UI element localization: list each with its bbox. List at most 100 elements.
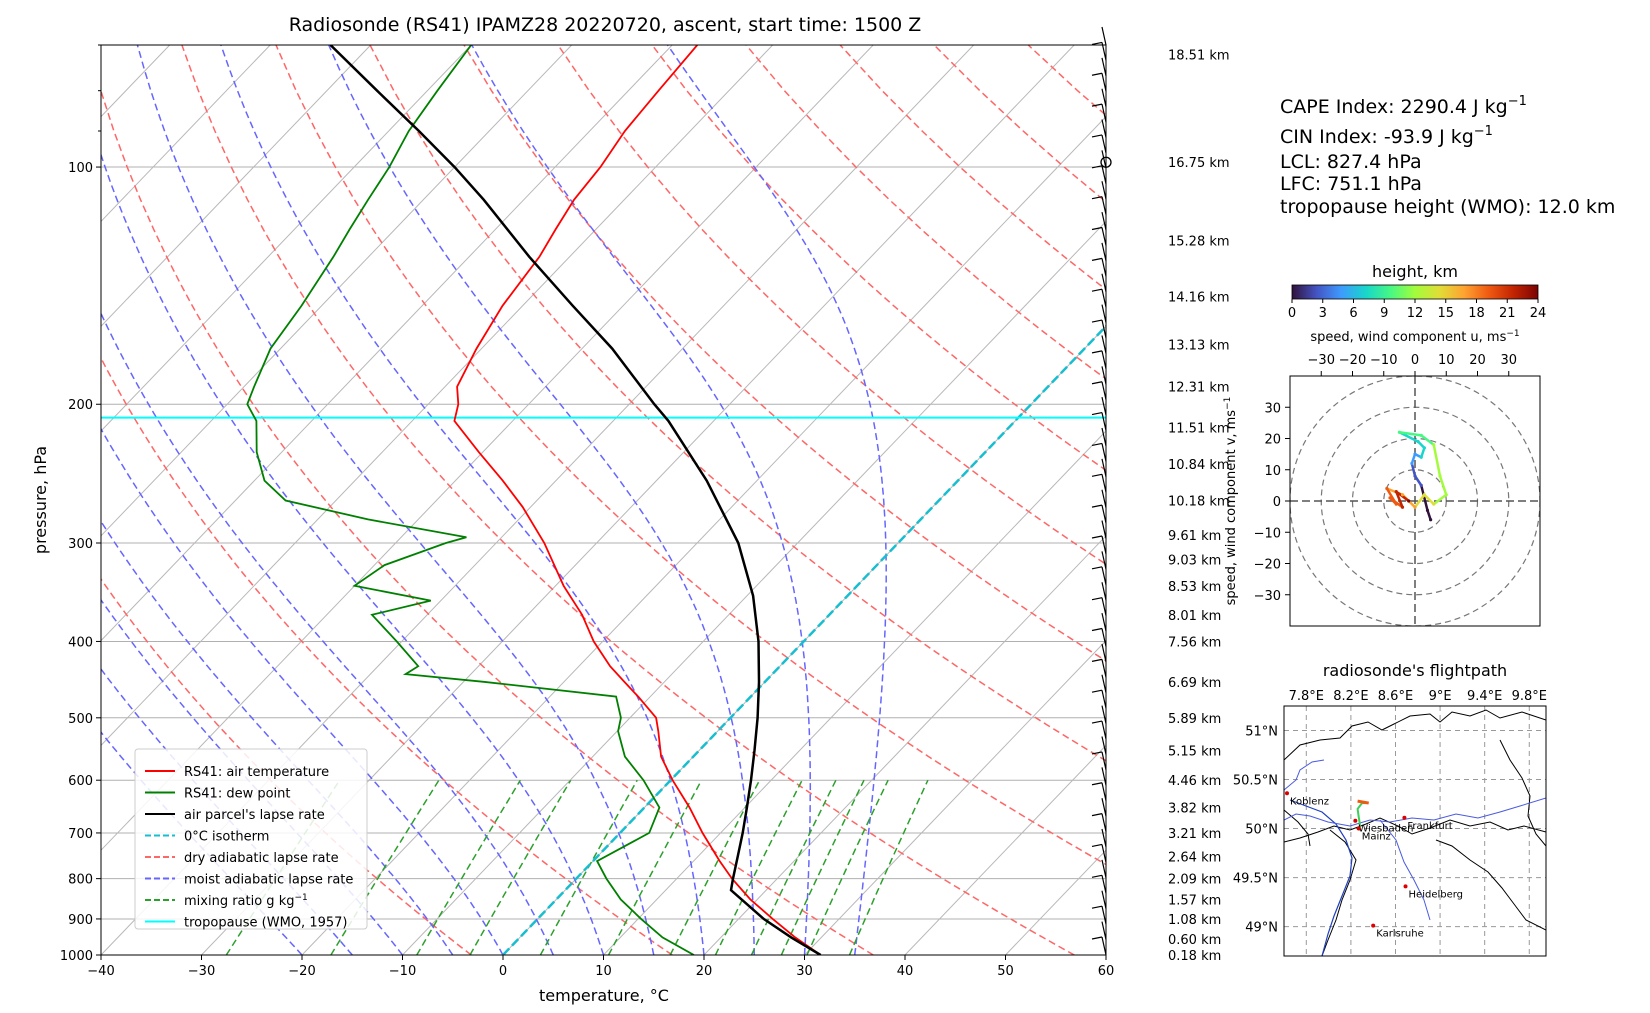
y-tick-label: 300 (68, 537, 93, 552)
hodograph-point (1426, 509, 1429, 512)
wind-barb (1102, 706, 1106, 724)
barb-flag (1092, 814, 1102, 816)
hodograph-y-tick-label: 10 (1264, 464, 1281, 479)
barb-staff (1102, 212, 1106, 230)
barb-staff (1102, 166, 1106, 184)
map-lon-label: 9.4°E (1467, 689, 1502, 704)
x-tick-label: −30 (188, 964, 215, 979)
wind-barb (1092, 413, 1106, 431)
y-tick-label: 800 (68, 873, 93, 888)
wind-barb (1102, 181, 1106, 199)
colorbar-gradient (1292, 285, 1538, 299)
barb-staff (1102, 58, 1106, 76)
hodograph-point (1395, 490, 1398, 493)
barb-staff (1102, 382, 1106, 400)
barb-staff (1102, 73, 1106, 91)
hodograph-x-tick-label: 30 (1500, 353, 1517, 368)
hodograph-point (1401, 506, 1404, 509)
wind-barb (1092, 875, 1106, 893)
hodograph-y-tick-label: −30 (1254, 589, 1281, 604)
isotherm-gridline (403, 45, 1276, 955)
hodograph-y-tick-label: −10 (1254, 526, 1281, 541)
barb-flag (1092, 598, 1102, 600)
height-label: 0.60 km (1168, 933, 1221, 948)
hodograph-plot (1290, 376, 1540, 626)
height-label: 11.51 km (1168, 421, 1230, 436)
barb-staff (1102, 536, 1106, 554)
colorbar-tick-label: 6 (1349, 306, 1357, 321)
height-label: 10.18 km (1168, 495, 1230, 510)
height-label: 2.64 km (1168, 851, 1221, 866)
barb-staff (1102, 829, 1106, 847)
hodograph-point (1388, 496, 1391, 499)
wind-barb (1102, 613, 1106, 631)
hodograph-point (1395, 503, 1398, 506)
hodograph-x-tick-label: −20 (1339, 353, 1366, 368)
barb-flag (1092, 351, 1102, 353)
lcl-value: LCL: 827.4 hPa (1280, 151, 1422, 173)
lfc-value: LFC: 751.1 hPa (1280, 173, 1422, 195)
height-labels: 0.18 km0.60 km1.08 km1.57 km2.09 km2.64 … (1168, 49, 1230, 964)
barb-staff (1102, 551, 1106, 569)
barb-staff (1102, 443, 1106, 461)
legend-label: air parcel's lapse rate (184, 808, 325, 823)
height-label: 9.03 km (1168, 554, 1221, 569)
x-tick-label: −20 (288, 964, 315, 979)
height-label: 1.57 km (1168, 893, 1221, 908)
barb-flag (1092, 289, 1102, 291)
x-tick-label: −40 (87, 964, 114, 979)
wind-barb (1092, 197, 1106, 215)
isotherm-gridline (0, 45, 773, 955)
barb-flag (1092, 320, 1102, 322)
x-tick-label: −10 (389, 964, 416, 979)
hodograph-segment (1421, 435, 1434, 444)
wind-barb (1092, 937, 1106, 955)
barb-staff (1102, 875, 1106, 893)
hodograph-point (1385, 487, 1388, 490)
wind-barb (1092, 783, 1106, 801)
barb-staff (1102, 351, 1106, 369)
wind-barb (1092, 474, 1106, 492)
barb-staff (1102, 181, 1106, 199)
mixing-ratio-line (781, 780, 864, 955)
barb-staff (1102, 767, 1106, 785)
hodograph-segment (1415, 476, 1421, 485)
map-river (1284, 760, 1324, 790)
x-tick-label: 10 (595, 964, 612, 979)
wind-barb (1092, 135, 1106, 153)
x-tick-label: 20 (696, 964, 713, 979)
map-lon-label: 9°E (1429, 689, 1452, 704)
dry-adiabat (276, 45, 1275, 955)
y-tick-label: 500 (68, 712, 93, 727)
x-tick-label: 40 (897, 964, 914, 979)
cape-index: CAPE Index: 2290.4 J kg−1 (1280, 94, 1527, 118)
barb-staff (1102, 197, 1106, 215)
barb-staff (1102, 922, 1106, 940)
flightpath-map-panel: radiosonde's flightpath KoblenzWiesbaden… (1233, 661, 1547, 956)
wind-barb (1092, 382, 1106, 400)
hodograph-point (1445, 493, 1448, 496)
wind-barb (1092, 228, 1106, 246)
barb-staff (1102, 490, 1106, 508)
barb-staff (1102, 413, 1106, 431)
wind-barb (1092, 258, 1106, 276)
map-lat-label: 50°N (1245, 823, 1278, 838)
barb-flag (1092, 228, 1102, 230)
city-marker (1285, 791, 1289, 795)
wind-barb (1092, 505, 1106, 523)
colorbar-title: height, km (1372, 262, 1458, 281)
height-label: 15.28 km (1168, 235, 1230, 250)
y-tick-label: 400 (68, 635, 93, 650)
tropopause-height: tropopause height (WMO): 12.0 km (1280, 196, 1615, 218)
barb-staff (1102, 89, 1106, 107)
wind-barb (1102, 860, 1106, 878)
barb-flag (1092, 567, 1102, 569)
height-label: 5.89 km (1168, 712, 1221, 727)
map-lon-label: 7.8°E (1289, 689, 1324, 704)
wind-barb (1102, 305, 1106, 323)
wind-barb (1102, 120, 1106, 138)
height-label: 6.69 km (1168, 676, 1221, 691)
wind-barb (1102, 644, 1106, 662)
